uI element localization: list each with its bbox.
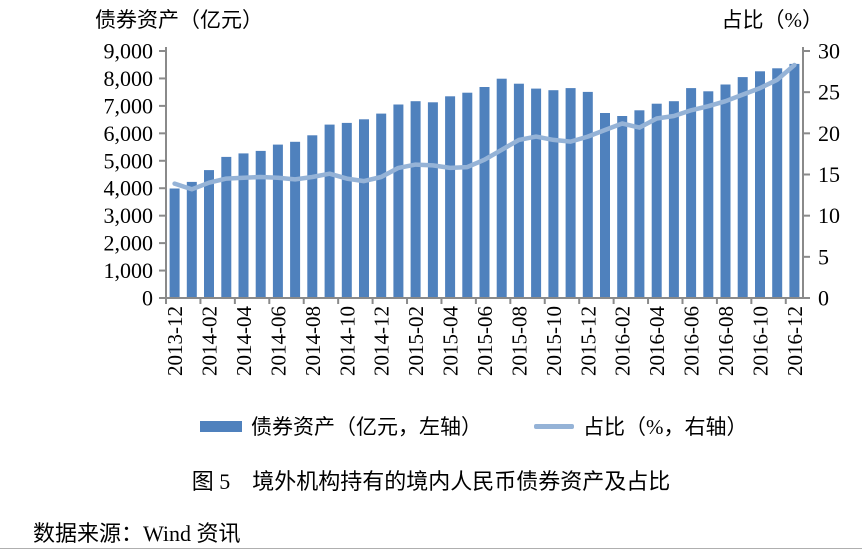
x-tick-label: 2014-06 [266, 306, 290, 376]
bar [789, 63, 800, 299]
y-tick-label-left: 3,000 [104, 203, 154, 228]
y-tick-label-right: 30 [818, 39, 840, 64]
y-tick-label-left: 2,000 [104, 231, 154, 256]
x-tick-label: 2013-12 [163, 306, 187, 376]
bar [496, 78, 507, 298]
x-tick-label: 2014-12 [370, 306, 394, 376]
x-tick-label: 2016-02 [611, 306, 635, 376]
x-tick-label: 2015-06 [473, 306, 497, 376]
bar [238, 153, 249, 298]
x-tick-label: 2015-12 [576, 306, 600, 376]
bar [290, 141, 301, 298]
x-tick-label: 2016-12 [783, 306, 807, 376]
bar [221, 156, 232, 298]
y-tick-label-right: 10 [818, 203, 840, 228]
bar [445, 96, 456, 298]
bar [204, 170, 214, 298]
data-source: 数据来源：Wind 资讯 [33, 521, 241, 546]
bar [634, 110, 645, 298]
legend-label-bonds: 债券资产（亿元，左轴） [251, 415, 482, 439]
bar [617, 116, 628, 298]
y-tick-label-left: 7,000 [104, 93, 154, 118]
bar [686, 88, 697, 298]
bar [462, 92, 473, 298]
x-tick-label: 2014-10 [335, 306, 359, 376]
x-tick-label: 2016-10 [749, 306, 773, 376]
right-axis-title: 占比（%） [722, 8, 824, 32]
bar [376, 113, 387, 298]
bar [272, 144, 283, 298]
y-tick-label-right: 15 [818, 162, 840, 187]
y-tick-label-right: 25 [818, 80, 840, 105]
x-tick-label: 2014-02 [198, 306, 222, 376]
bar [531, 88, 542, 298]
bar [703, 91, 714, 298]
legend-swatch-bonds [200, 420, 242, 432]
bottom-divider [0, 548, 862, 549]
figure-caption: 图 5 境外机构持有的境内人民币债券资产及占比 [191, 469, 671, 494]
y-tick-label-right: 20 [818, 121, 840, 146]
legend-item-share: 占比（%，右轴） [534, 411, 748, 441]
y-tick-label-left: 6,000 [104, 121, 154, 146]
legend-label-share: 占比（%，右轴） [583, 415, 748, 439]
x-tick-label: 2015-04 [439, 306, 463, 376]
bar [513, 83, 524, 298]
x-tick-label: 2016-04 [645, 306, 669, 376]
proportion-line [172, 62, 797, 192]
bar [427, 102, 438, 298]
bar [582, 91, 593, 299]
bar [393, 104, 404, 298]
y-tick-label-left: 5,000 [104, 148, 154, 173]
bar [548, 90, 559, 298]
bar [737, 77, 748, 298]
bar [600, 113, 610, 298]
x-tick-label: 2015-08 [507, 306, 531, 376]
y-tick-label-left: 9,000 [104, 39, 154, 64]
x-tick-label: 2016-08 [714, 306, 738, 376]
left-axis-title: 债券资产（亿元） [95, 8, 263, 32]
y-tick-label-right: 5 [818, 244, 829, 269]
legend-item-bonds: 债券资产（亿元，左轴） [200, 411, 482, 441]
bar [720, 84, 731, 298]
y-tick-label-left: 1,000 [104, 258, 154, 283]
x-tick-label: 2014-08 [301, 306, 325, 376]
x-tick-label: 2014-04 [232, 306, 256, 376]
bar [755, 71, 765, 298]
legend-swatch-share [534, 423, 574, 429]
bar [565, 88, 576, 298]
bar [668, 101, 679, 298]
chart-legend: 债券资产（亿元，左轴） 占比（%，右轴） [200, 411, 748, 441]
x-tick-label: 2016-06 [680, 306, 704, 376]
y-tick-label-right: 0 [818, 286, 829, 311]
bar [169, 188, 180, 298]
bar [255, 150, 266, 298]
y-tick-label-left: 0 [142, 286, 153, 311]
bar [307, 135, 318, 298]
y-tick-label-left: 8,000 [104, 66, 154, 91]
x-tick-label: 2015-02 [404, 306, 428, 376]
bar [772, 68, 783, 298]
bar [410, 101, 421, 298]
y-tick-label-left: 4,000 [104, 176, 154, 201]
bar [324, 124, 335, 298]
x-tick-label: 2015-10 [542, 306, 566, 376]
bar [479, 87, 490, 298]
bar [341, 122, 352, 299]
bar [651, 103, 662, 298]
bar [359, 119, 369, 298]
bar [186, 181, 197, 298]
